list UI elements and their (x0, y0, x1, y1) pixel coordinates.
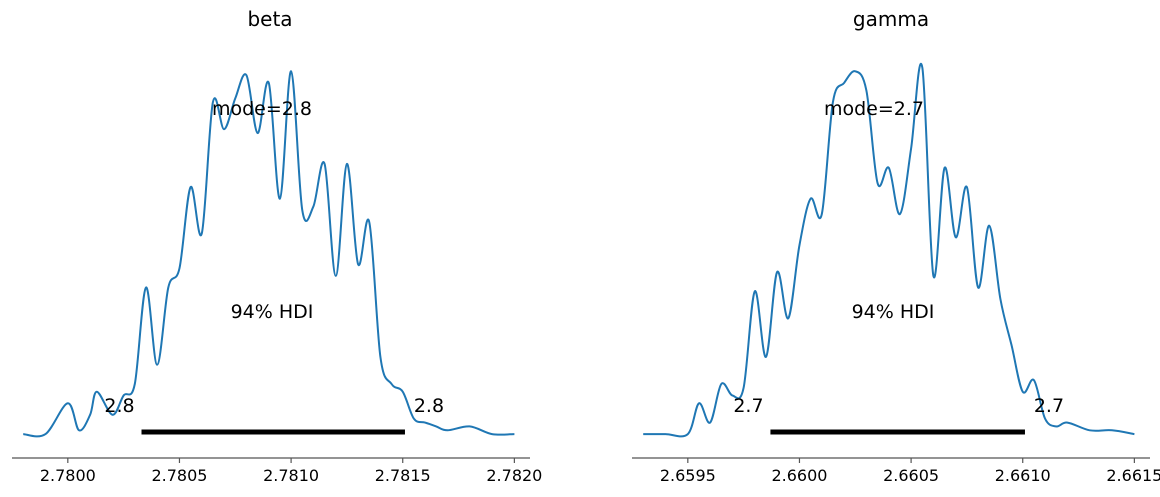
hdi-low-label: 2.7 (733, 395, 763, 417)
mode-label: mode=2.8 (212, 98, 312, 120)
x-tick-label: 2.7815 (375, 466, 431, 485)
panel-beta: beta 2.7800 2.7805 2.7810 2.7815 2.7820 mode… (12, 7, 542, 485)
x-tick-label: 2.7820 (486, 466, 542, 485)
x-tick-label: 2.7810 (263, 466, 319, 485)
x-tick-label: 2.6615 (1106, 466, 1160, 485)
x-tick-label: 2.7805 (151, 466, 207, 485)
x-axis: 2.7800 2.7805 2.7810 2.7815 2.7820 (12, 457, 542, 485)
mode-label: mode=2.7 (824, 98, 924, 120)
plot-title: gamma (853, 7, 929, 31)
x-tick-label: 2.6600 (771, 466, 827, 485)
hdi-high-label: 2.7 (1034, 395, 1064, 417)
hdi-label: 94% HDI (231, 301, 314, 323)
x-axis: 2.6595 2.6600 2.6605 2.6610 2.6615 (632, 457, 1160, 485)
series-line (643, 63, 1135, 438)
series-line (23, 70, 515, 438)
panel-gamma: gamma 2.6595 2.6600 2.6605 2.6610 2.6615 mod… (632, 7, 1160, 485)
hdi-high-label: 2.8 (414, 395, 444, 417)
hdi-label: 94% HDI (852, 301, 935, 323)
x-tick-label: 2.6610 (995, 466, 1051, 485)
x-tick-label: 2.6605 (883, 466, 939, 485)
hdi-low-label: 2.8 (104, 395, 134, 417)
x-tick-label: 2.6595 (660, 466, 716, 485)
x-tick-label: 2.7800 (40, 466, 96, 485)
plot-title: beta (247, 7, 292, 31)
